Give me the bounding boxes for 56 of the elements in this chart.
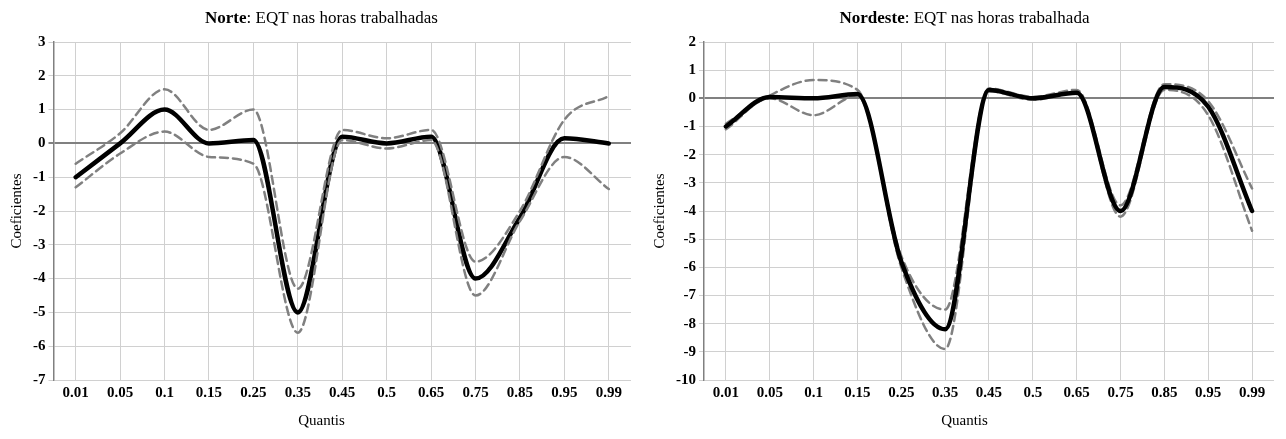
y-tick-label: -6 — [683, 258, 697, 275]
x-tick-label: 0.1 — [804, 383, 823, 400]
y-tick-label: -5 — [33, 303, 46, 320]
x-tick-label: 0.75 — [1107, 383, 1134, 400]
y-tick-label: -7 — [683, 286, 697, 303]
y-tick-label: -3 — [683, 173, 696, 190]
x-tick-label: 0.35 — [932, 383, 959, 400]
y-tick-label: -9 — [683, 342, 696, 359]
y-axis-title: Coeficientes — [650, 173, 667, 249]
x-tick-label: 0.95 — [551, 383, 578, 400]
x-tick-label: 0.25 — [888, 383, 915, 400]
y-tick-label: -1 — [683, 117, 696, 134]
x-tick-label: 0.95 — [1195, 383, 1222, 400]
y-tick-label: 2 — [38, 66, 46, 83]
x-tick-label: 0.5 — [377, 383, 397, 400]
x-tick-label: 0.15 — [195, 383, 223, 400]
x-axis-title: Quantis — [297, 412, 346, 429]
y-tick-label: -2 — [33, 201, 46, 218]
x-tick-label: 0.01 — [712, 383, 740, 400]
y-tick-label: 2 — [688, 32, 696, 49]
x-tick-label: 0.65 — [417, 383, 445, 400]
y-tick-label: 1 — [38, 100, 46, 117]
y-tick-label: -2 — [683, 145, 696, 162]
x-tick-label: 0.45 — [329, 383, 356, 400]
x-tick-label: 0.75 — [462, 383, 489, 400]
y-tick-label: -8 — [683, 314, 696, 331]
chart-title: Norte: EQT nas horas trabalhadas — [204, 8, 439, 28]
x-tick-label: 0.25 — [240, 383, 267, 400]
x-tick-label: 0.85 — [506, 383, 534, 400]
x-tick-label: 0.5 — [1023, 383, 1043, 400]
x-tick-label: 0.99 — [595, 383, 622, 400]
x-tick-label: 0.15 — [844, 383, 871, 400]
y-tick-label: -1 — [33, 168, 46, 185]
y-axis-title: Coeficientes — [7, 173, 24, 249]
y-tick-label: 3 — [38, 32, 46, 49]
x-tick-label: 0.45 — [975, 383, 1003, 400]
y-tick-label: 0 — [38, 134, 46, 151]
y-tick-label: 1 — [688, 61, 696, 78]
x-tick-label: 0.35 — [284, 383, 311, 400]
x-axis-title: Quantis — [940, 412, 989, 429]
x-tick-label: 0.85 — [1151, 383, 1178, 400]
y-tick-label: -3 — [33, 235, 46, 252]
chart-title: Nordeste: EQT nas horas trabalhada — [838, 8, 1091, 28]
y-tick-label: -4 — [33, 269, 46, 286]
x-tick-label: 0.01 — [62, 383, 89, 400]
x-tick-label: 0.1 — [155, 383, 174, 400]
x-tick-label: 0.99 — [1238, 383, 1266, 400]
y-tick-label: -10 — [676, 370, 696, 387]
y-tick-label: -5 — [683, 230, 696, 247]
x-tick-label: 0.65 — [1063, 383, 1090, 400]
x-tick-label: 0.05 — [756, 383, 783, 400]
y-tick-label: 0 — [688, 89, 696, 106]
x-tick-label: 0.05 — [107, 383, 134, 400]
y-tick-label: -4 — [683, 201, 697, 218]
y-tick-label: -6 — [33, 337, 46, 354]
y-tick-label: -7 — [33, 370, 46, 387]
